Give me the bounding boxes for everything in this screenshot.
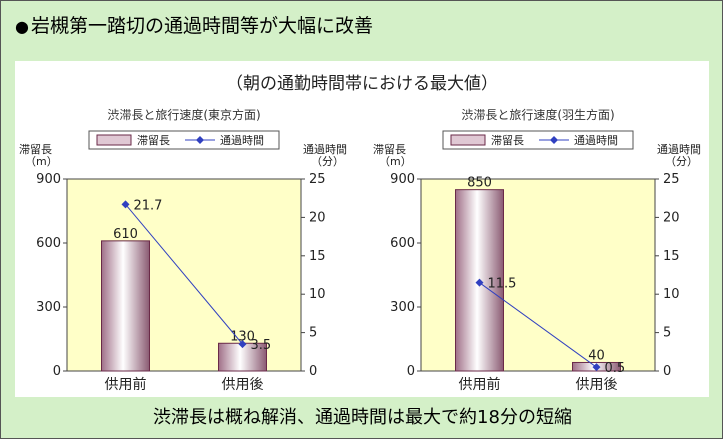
right-tick-label: 10 — [663, 287, 680, 302]
right-tick-label: 25 — [663, 172, 680, 187]
right-tick-label: 5 — [663, 326, 671, 341]
legend-line-label: 通過時間 — [220, 134, 264, 147]
category-label: 供用後 — [222, 377, 264, 393]
bar-data-label: 40 — [588, 348, 605, 363]
left-tick-label: 900 — [390, 172, 415, 187]
line-point — [238, 340, 247, 349]
chart-tokyo-svg: 渋滞長と旅行速度(東京方面)滞留長 通過時間滞留長（m）通過時間（分）030060… — [19, 107, 347, 393]
line-data-label: 3.5 — [251, 338, 272, 353]
legend-box — [442, 130, 634, 150]
bar — [455, 189, 504, 372]
category-label: 供用前 — [105, 376, 147, 393]
left-axis-label: 滞留長 — [19, 143, 52, 156]
legend-line-label: 通過時間 — [574, 134, 618, 147]
headline-text: 岩槻第一踏切の通過時間等が大幅に改善 — [30, 15, 373, 37]
right-axis-label: 通過時間 — [303, 143, 347, 156]
bar-data-label: 130 — [230, 329, 255, 344]
headline: ● 岩槻第一踏切の通過時間等が大幅に改善 — [15, 11, 373, 38]
left-axis-unit: （m） — [379, 155, 412, 168]
left-tick-label: 600 — [390, 236, 415, 251]
chart-hanyu-direction: 渋滞長と旅行速度(羽生方面) 滞留長 通過時間 滞留長 （m） 通過時間 （分） 0 300 60… — [369, 99, 709, 397]
right-tick-label: 0 — [663, 364, 671, 379]
series-line — [125, 204, 243, 345]
legend-line-marker — [550, 136, 558, 144]
right-tick-label: 25 — [309, 172, 326, 187]
bullet-icon: ● — [15, 17, 29, 36]
left-tick-label: 0 — [407, 364, 415, 379]
line-point — [592, 363, 601, 372]
legend-bar-swatch — [450, 134, 486, 146]
chart-hanyu-svg: 渋滞長と旅行速度(羽生方面)滞留長 通過時間滞留長（m）通過時間（分）030060… — [373, 107, 701, 393]
right-tick-label: 15 — [663, 249, 680, 264]
right-tick-label: 20 — [309, 210, 326, 225]
left-tick-label: 300 — [36, 300, 61, 315]
panel-subtitle: （朝の通勤時間帯における最大値） — [226, 74, 498, 94]
right-axis-unit: （分） — [311, 155, 344, 168]
line-data-label: 11.5 — [488, 277, 517, 292]
legend-line-marker — [196, 136, 204, 144]
right-axis-unit: （分） — [665, 155, 698, 168]
left-tick-label: 900 — [36, 172, 61, 187]
chart-tokyo-direction: 渋滞長と旅行速度(東京方面) 滞留長 通過時間 滞留長 （m） 通過時間 （分） 0 300 60… — [15, 99, 355, 397]
bar-data-label: 610 — [113, 227, 138, 242]
line-data-label: 0.5 — [605, 361, 626, 376]
left-tick-label: 600 — [36, 236, 61, 251]
series-line — [479, 282, 597, 368]
legend-bar-swatch — [96, 134, 132, 146]
left-tick-label: 300 — [390, 300, 415, 315]
right-tick-label: 0 — [309, 364, 317, 379]
line-data-label: 21.7 — [134, 198, 163, 213]
chart-title: 渋滞長と旅行速度(羽生方面) — [461, 107, 614, 122]
chart-title: 渋滞長と旅行速度(東京方面) — [107, 107, 260, 122]
legend-bar-label: 滞留長 — [491, 134, 524, 147]
chart-panel: （朝の通勤時間帯における最大値） 渋滞長と旅行速度(東京方面) 滞留長 通過時間 滞留… — [15, 61, 709, 397]
line-point — [121, 200, 130, 209]
left-tick-label: 0 — [53, 364, 61, 379]
right-tick-label: 5 — [309, 326, 317, 341]
legend-bar-label: 滞留長 — [137, 134, 170, 147]
right-tick-label: 15 — [309, 249, 326, 264]
category-label: 供用前 — [459, 376, 501, 393]
right-tick-label: 10 — [309, 287, 326, 302]
right-tick-label: 20 — [663, 210, 680, 225]
right-axis-label: 通過時間 — [657, 143, 701, 156]
legend-box — [88, 130, 280, 150]
category-label: 供用後 — [576, 377, 618, 393]
left-axis-unit: （m） — [25, 155, 58, 168]
line-point — [475, 278, 484, 287]
left-axis-label: 滞留長 — [373, 143, 406, 156]
bar-data-label: 850 — [467, 176, 492, 191]
bar — [101, 240, 150, 372]
summary-footer: 渋滞長は概ね解消、通過時間は最大で約18分の短縮 — [153, 407, 572, 428]
